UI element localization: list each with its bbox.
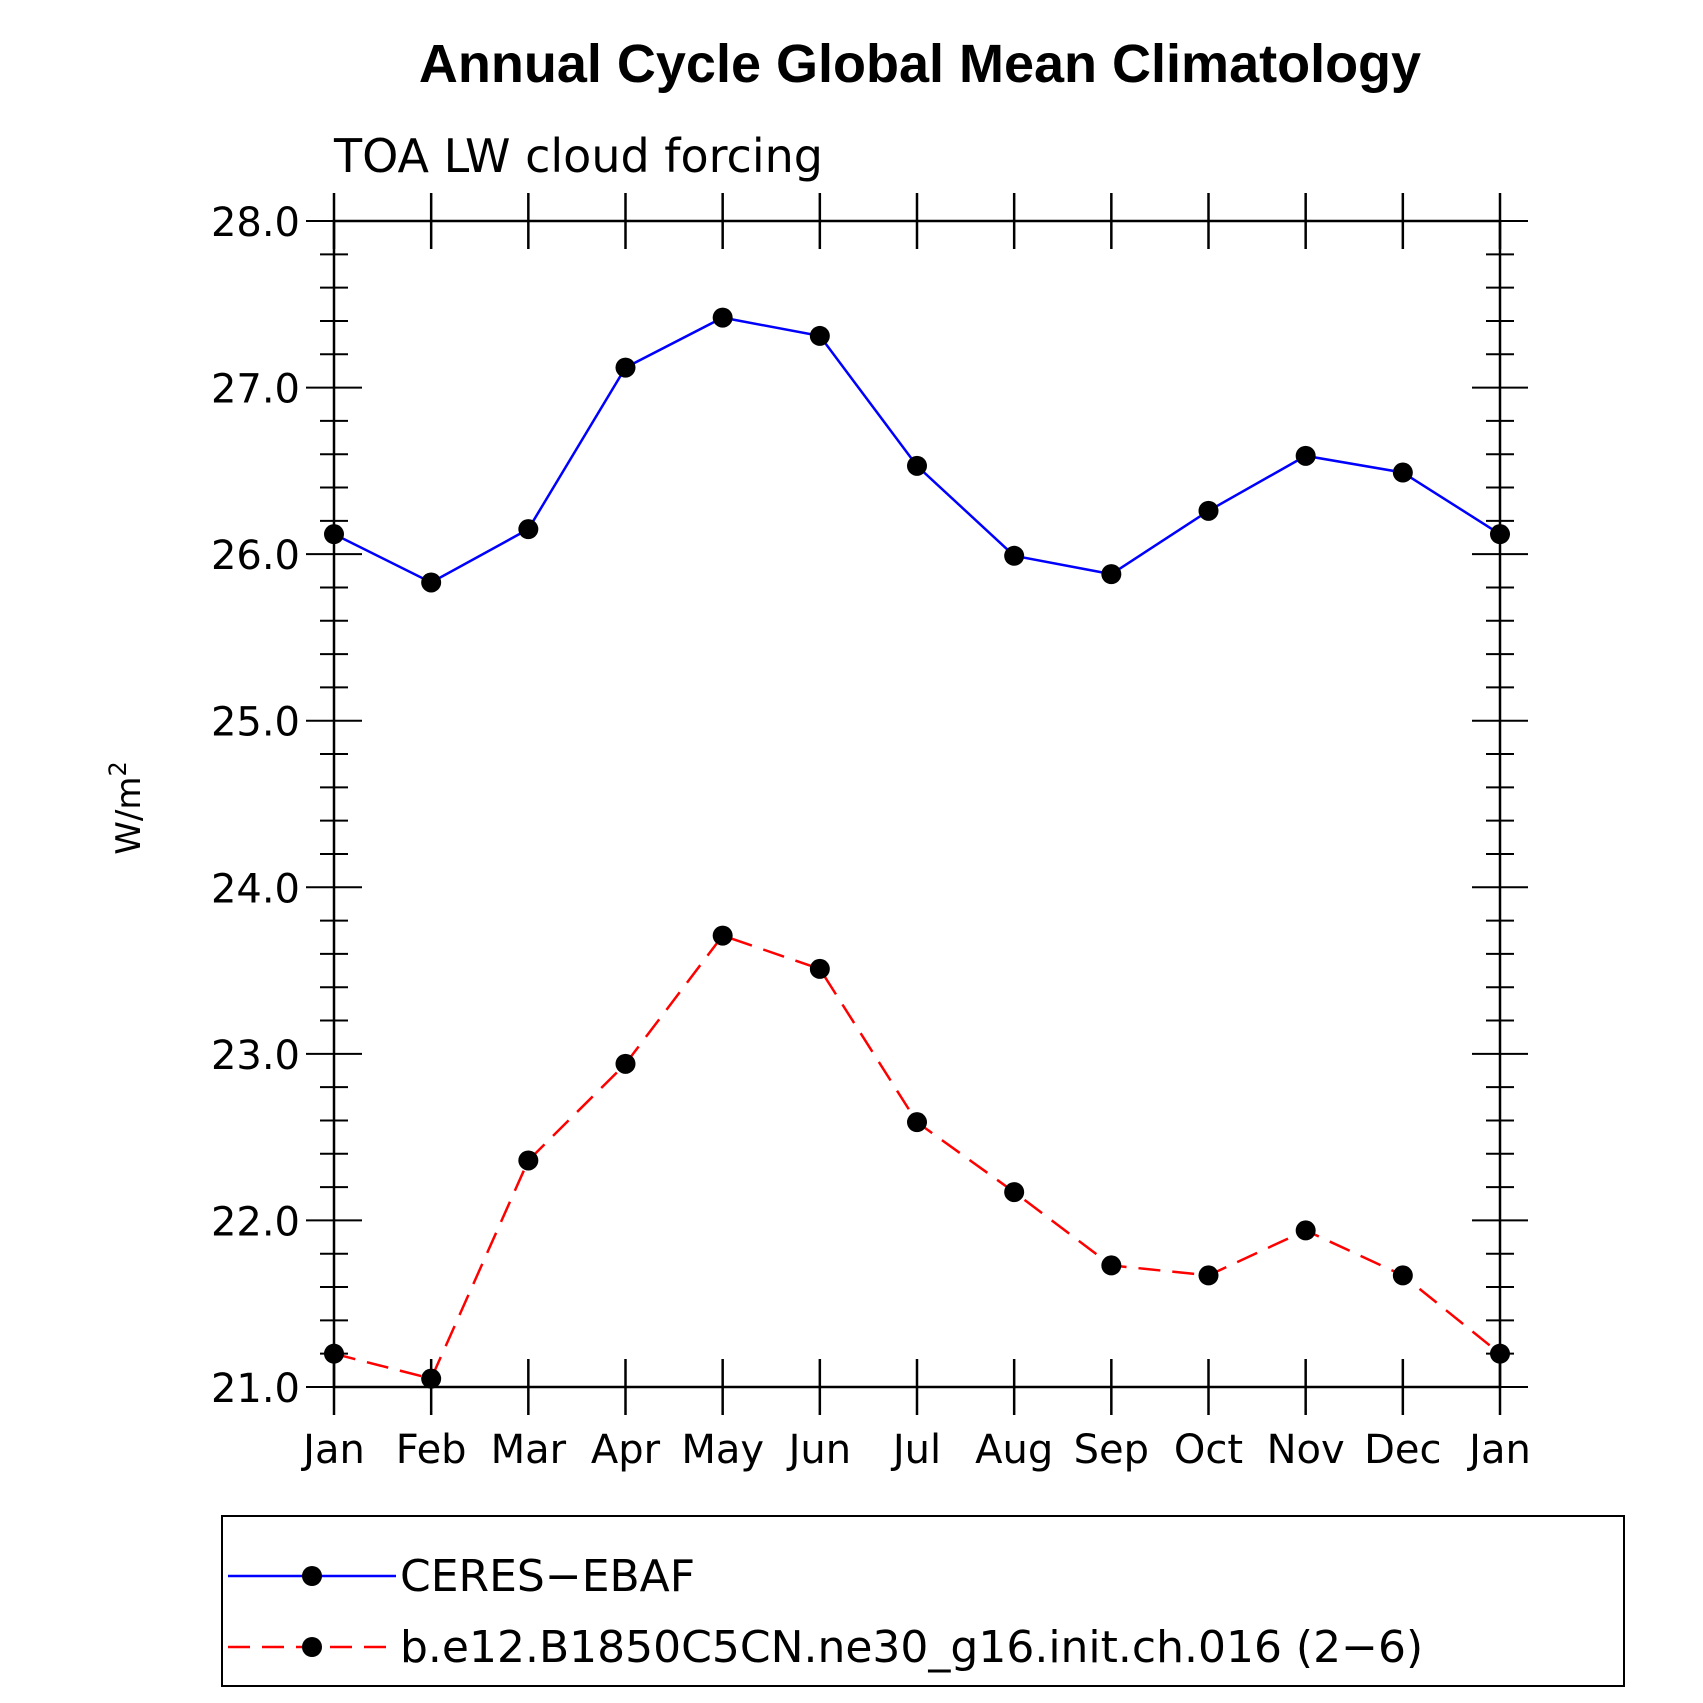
series-layer bbox=[324, 307, 1510, 1389]
y-tick-label: 25.0 bbox=[211, 700, 300, 746]
series-0-point bbox=[1295, 445, 1316, 466]
series-1-point bbox=[324, 1343, 344, 1364]
legend-marker-1 bbox=[302, 1637, 322, 1657]
series-0-point bbox=[809, 325, 830, 346]
x-tick-label: Jun bbox=[786, 1427, 852, 1473]
x-tick-label: Jul bbox=[890, 1427, 941, 1473]
y-tick-label: 23.0 bbox=[211, 1033, 300, 1079]
x-tick-label: Apr bbox=[591, 1427, 661, 1473]
series-0-point bbox=[712, 307, 733, 328]
series-0-point bbox=[1101, 564, 1122, 585]
series-1-point bbox=[518, 1150, 539, 1171]
legend: CERES−EBAF b.e12.B1850C5CN.ne30_g16.init.… bbox=[221, 1515, 1625, 1687]
legend-box bbox=[221, 1515, 1625, 1687]
x-tick-label: Dec bbox=[1364, 1427, 1441, 1473]
series-1-point bbox=[712, 925, 733, 946]
series-1-point bbox=[1295, 1220, 1316, 1241]
series-1-point bbox=[421, 1368, 442, 1389]
x-tick-label: Mar bbox=[491, 1427, 567, 1473]
series-line-1 bbox=[333, 934, 1501, 1381]
series-0-point bbox=[907, 455, 927, 476]
series-0-point bbox=[1004, 545, 1025, 566]
y-tick-label: 22.0 bbox=[211, 1199, 300, 1245]
series-0-point bbox=[421, 572, 442, 593]
x-tick-label: Nov bbox=[1267, 1427, 1345, 1473]
series-1-point bbox=[1004, 1182, 1025, 1203]
series-0-point bbox=[1490, 524, 1510, 545]
legend-marker-0 bbox=[302, 1566, 322, 1586]
series-1-point bbox=[1490, 1343, 1510, 1364]
y-tick-label: 26.0 bbox=[211, 533, 300, 579]
series-line-0 bbox=[333, 316, 1501, 584]
series-0-point bbox=[1392, 462, 1413, 483]
x-tick-label: Feb bbox=[396, 1427, 467, 1473]
x-tick-label: Sep bbox=[1074, 1427, 1149, 1473]
chart-title: Annual Cycle Global Mean Climatology bbox=[419, 34, 1421, 94]
series-1-point bbox=[809, 958, 830, 979]
series-1-point bbox=[907, 1112, 927, 1133]
y-axis-label: W/m2 bbox=[104, 761, 149, 854]
legend-label-1: b.e12.B1850C5CN.ne30_g16.init.ch.016 (2−… bbox=[400, 1622, 1423, 1673]
series-0-point bbox=[324, 524, 344, 545]
x-tick-label: Jan bbox=[1466, 1427, 1531, 1473]
series-0-point bbox=[518, 519, 539, 540]
y-tick-label: 24.0 bbox=[211, 866, 300, 912]
x-tick-label: Oct bbox=[1174, 1427, 1243, 1473]
x-tick-label: Aug bbox=[975, 1427, 1053, 1473]
series-1-point bbox=[1101, 1255, 1122, 1276]
series-1-point bbox=[615, 1053, 636, 1074]
x-tick-label: May bbox=[681, 1427, 764, 1473]
series-1-point bbox=[1392, 1265, 1413, 1286]
x-tick-label: Jan bbox=[300, 1427, 365, 1473]
y-tick-label: 21.0 bbox=[211, 1366, 300, 1412]
series-0-point bbox=[615, 357, 636, 378]
y-tick-label: 28.0 bbox=[211, 200, 300, 246]
chart-subtitle: TOA LW cloud forcing bbox=[333, 129, 823, 183]
y-axis-label-unit: W/m bbox=[109, 777, 149, 855]
plot-frame bbox=[332, 219, 1502, 1389]
series-1-point bbox=[1198, 1265, 1219, 1286]
y-axis-label-superscript: 2 bbox=[104, 761, 132, 776]
series-0-point bbox=[1198, 500, 1219, 521]
y-tick-label: 27.0 bbox=[211, 367, 300, 413]
plot-axes: Jan Feb Mar Apr May Jun Jul Aug Sep Oct Nov Dec Jan2… bbox=[211, 193, 1531, 1473]
legend-label-0: CERES−EBAF bbox=[400, 1551, 695, 1602]
